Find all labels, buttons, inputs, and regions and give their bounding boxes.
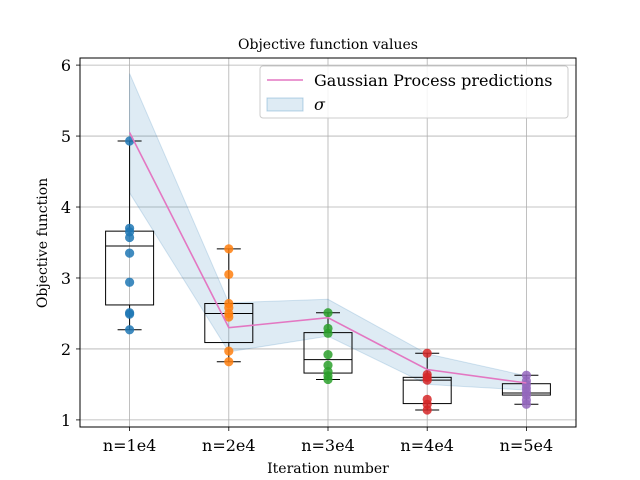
data-point-n=2e4 [224, 357, 234, 367]
legend-sigma-label: σ [314, 95, 326, 114]
legend-frame [259, 65, 569, 119]
x-axis-label: Iteration number [267, 461, 389, 477]
data-point-n=2e4 [224, 312, 234, 322]
data-point-n=1e4 [125, 277, 135, 287]
data-point-n=3e4 [323, 328, 333, 338]
legend: Gaussian Process predictions σ [259, 65, 569, 119]
x-tick-label: n=1e4 [103, 436, 157, 455]
y-tick-label: 3 [61, 269, 71, 288]
data-point-n=2e4 [224, 244, 234, 254]
y-axis-label: Objective function [35, 178, 51, 308]
x-tick-label: n=2e4 [202, 436, 256, 455]
data-point-n=3e4 [323, 374, 333, 385]
data-point-n=2e4 [224, 346, 234, 356]
data-point-n=2e4 [224, 269, 234, 280]
data-point-n=3e4 [323, 360, 333, 370]
chart-title: Objective function values [238, 37, 418, 53]
y-tick-label: 2 [61, 340, 71, 359]
legend-gp-label: Gaussian Process predictions [314, 71, 552, 90]
data-point-n=1e4 [125, 309, 135, 319]
data-point-n=3e4 [323, 308, 333, 318]
y-tick-label: 4 [61, 198, 71, 217]
x-tick-label: n=3e4 [301, 436, 355, 455]
axis-ticks: 1 2 3 4 5 6 n=1e4 n=2e4 n=3e4 n=4e4 n=5e4 [61, 56, 553, 455]
y-tick-label: 6 [61, 56, 71, 75]
data-point-n=1e4 [125, 232, 135, 243]
x-tick-label: n=4e4 [400, 436, 454, 455]
data-point-n=1e4 [125, 325, 135, 335]
data-point-n=3e4 [323, 350, 333, 360]
data-point-n=5e4 [521, 399, 532, 409]
legend-sigma-swatch [266, 97, 304, 112]
y-tick-label: 5 [61, 127, 71, 146]
gp-prediction-line [128, 132, 527, 384]
data-point-n=4e4 [422, 348, 432, 358]
x-tick-label: n=5e4 [500, 436, 554, 455]
data-point-n=4e4 [422, 405, 432, 415]
data-point-n=4e4 [422, 375, 432, 385]
y-tick-label: 1 [61, 411, 71, 430]
data-point-n=1e4 [125, 248, 135, 258]
gp-line-layer [128, 132, 527, 384]
